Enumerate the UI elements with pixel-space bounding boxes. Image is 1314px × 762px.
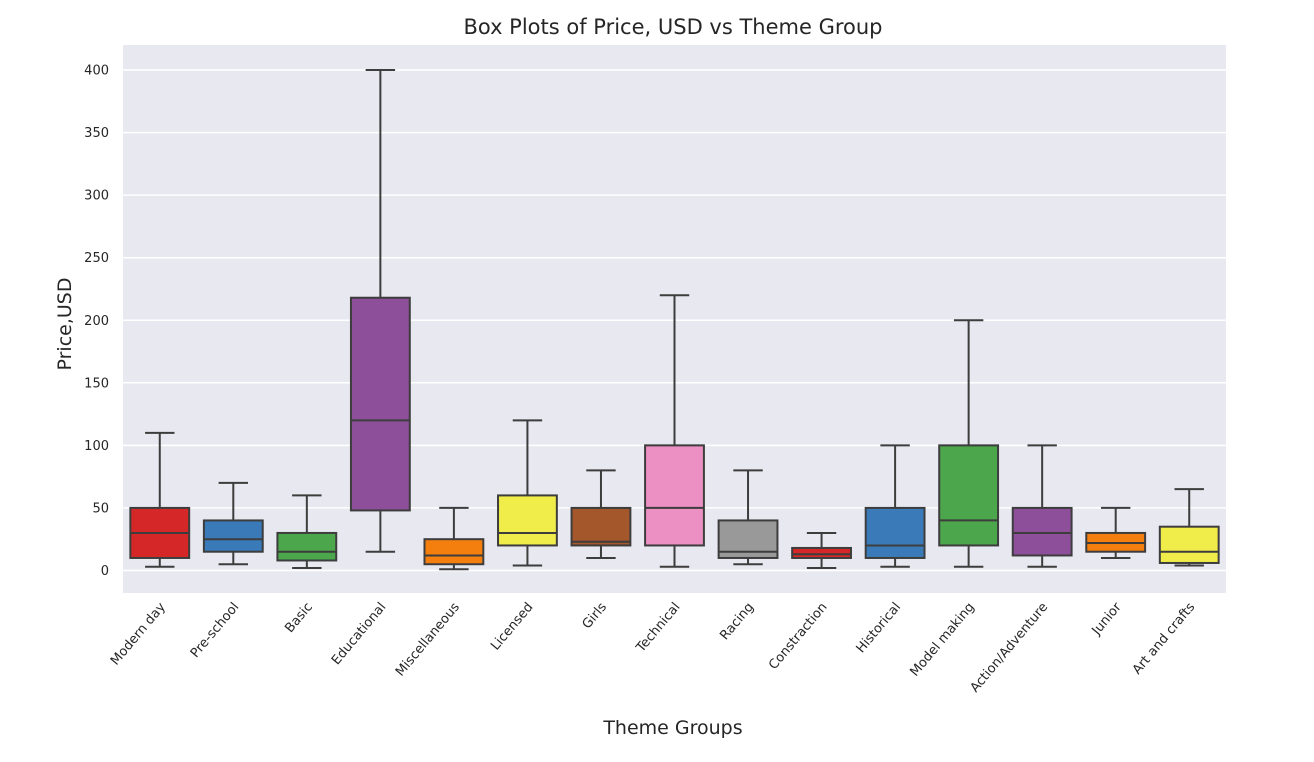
x-tick-label: Historical [854, 600, 905, 656]
y-tick-label: 200 [84, 314, 109, 329]
y-tick-label: 50 [92, 501, 109, 516]
box-rect [644, 444, 705, 547]
box-technical [644, 294, 705, 568]
box-girls [570, 469, 632, 559]
box-educational [349, 69, 411, 553]
box-rect [1158, 525, 1220, 564]
box-rect [938, 444, 1000, 547]
box-pre-school [202, 481, 264, 566]
box-modern-day [129, 431, 191, 568]
chart-title: Box Plots of Price, USD vs Theme Group [463, 15, 882, 39]
x-tick-label: Model making [907, 600, 977, 680]
box-model-making [938, 319, 1000, 568]
y-tick-label: 150 [84, 376, 109, 391]
x-tick-label: Constraction [766, 600, 831, 673]
x-tick-label: Basic [282, 600, 316, 636]
x-tick-label: Modern day [108, 600, 169, 669]
box-rect [497, 494, 558, 547]
box-rect [423, 538, 485, 566]
x-tick-label: Miscellaneous [393, 600, 463, 680]
x-tick-label: Racing [717, 600, 757, 643]
x-axis-ticks: Modern day Pre-school Basic Educational Misc… [108, 599, 1198, 695]
x-tick-label: Girls [580, 600, 611, 632]
x-tick-label: Licensed [488, 600, 536, 654]
box-rect [202, 519, 264, 553]
box-rect [791, 546, 852, 559]
y-axis-ticks: 0 50 100 150 200 250 300 350 400 [84, 64, 109, 579]
box-rect [276, 531, 338, 562]
y-axis-label: Price,USD [54, 278, 76, 371]
y-tick-label: 300 [84, 189, 109, 204]
box-action-adventure [1011, 444, 1073, 568]
y-tick-label: 400 [84, 64, 109, 79]
y-tick-label: 100 [84, 439, 109, 454]
box-art-and-crafts [1158, 488, 1220, 567]
x-tick-label: Pre-school [188, 600, 243, 661]
box-junior [1085, 506, 1147, 559]
y-tick-label: 350 [84, 126, 109, 141]
box-historical [864, 444, 926, 568]
y-tick-label: 250 [84, 251, 109, 266]
box-constraction [791, 531, 852, 569]
y-tick-label: 0 [101, 564, 109, 579]
box-basic [276, 494, 338, 569]
x-tick-label: Art and crafts [1130, 600, 1199, 678]
x-tick-label: Action/Adventure [968, 600, 1052, 696]
box-rect [864, 506, 926, 559]
box-miscellaneous [423, 506, 485, 571]
x-tick-label: Junior [1089, 599, 1125, 638]
box-rect [349, 296, 411, 512]
boxes [129, 69, 1220, 571]
box-rect [1011, 506, 1073, 557]
box-licensed [497, 419, 558, 567]
box-racing [717, 469, 779, 566]
x-tick-label: Educational [329, 600, 390, 668]
x-axis-label: Theme Groups [602, 717, 742, 739]
box-rect [570, 506, 632, 547]
x-tick-label: Technical [633, 600, 684, 656]
